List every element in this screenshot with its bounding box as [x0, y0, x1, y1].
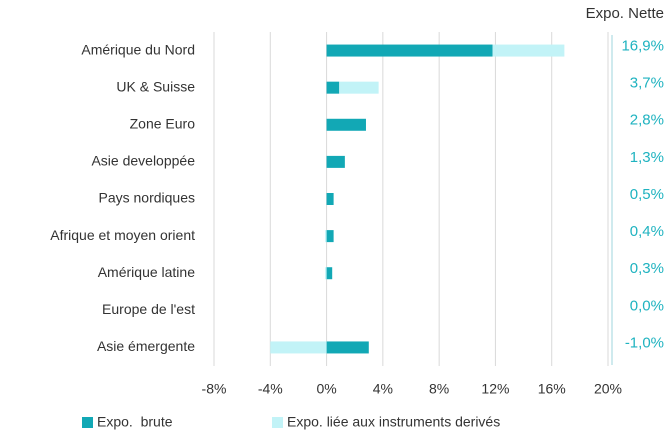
category-label: Amérique latine: [98, 264, 195, 280]
net-value-label: 0,4%: [630, 223, 664, 240]
bar: [326, 341, 369, 354]
legend-label: Expo. brute: [97, 414, 173, 430]
net-value-label: 0,0%: [630, 297, 664, 314]
category-label: Asie developpée: [91, 153, 195, 169]
category-label: Asie émergente: [97, 338, 195, 354]
category-label: Zone Euro: [130, 115, 196, 131]
net-value-label: 3,7%: [630, 75, 664, 92]
net-value-label: 2,8%: [630, 112, 664, 129]
bar: [325, 230, 327, 243]
bar: [339, 81, 379, 94]
category-label: UK & Suisse: [116, 78, 195, 94]
bar: [326, 230, 334, 243]
legend-swatch: [82, 417, 93, 428]
net-value-label: 1,3%: [630, 149, 664, 166]
x-tick-label: 8%: [429, 381, 449, 397]
category-label: Amérique du Nord: [81, 41, 195, 57]
net-header: Expo. Nette: [586, 5, 664, 22]
category-label: Afrique et moyen orient: [50, 227, 195, 243]
bar: [325, 267, 327, 280]
x-tick-label: 16%: [538, 381, 566, 397]
bar: [326, 155, 345, 168]
bar: [326, 193, 334, 205]
category-label: Pays nordiques: [98, 190, 195, 206]
category-label: Europe de l'est: [102, 301, 195, 317]
legend-label: Expo. liée aux instruments derivés: [287, 414, 500, 430]
bar: [326, 81, 340, 94]
bar: [270, 341, 327, 354]
x-tick-label: -4%: [258, 381, 283, 397]
bar: [492, 44, 565, 57]
x-tick-label: 0%: [316, 381, 336, 397]
x-tick-label: -8%: [202, 381, 227, 397]
x-tick-label: 4%: [373, 381, 393, 397]
x-tick-label: 12%: [481, 381, 509, 397]
bar: [326, 44, 493, 57]
net-value-label: 16,9%: [621, 38, 664, 55]
net-value-label: 0,5%: [630, 186, 664, 203]
x-tick-label: 20%: [594, 381, 622, 397]
net-value-label: -1,0%: [625, 334, 664, 351]
bar: [326, 118, 366, 131]
bar: [326, 267, 333, 280]
legend-swatch: [272, 417, 283, 428]
net-value-label: 0,3%: [630, 260, 664, 277]
